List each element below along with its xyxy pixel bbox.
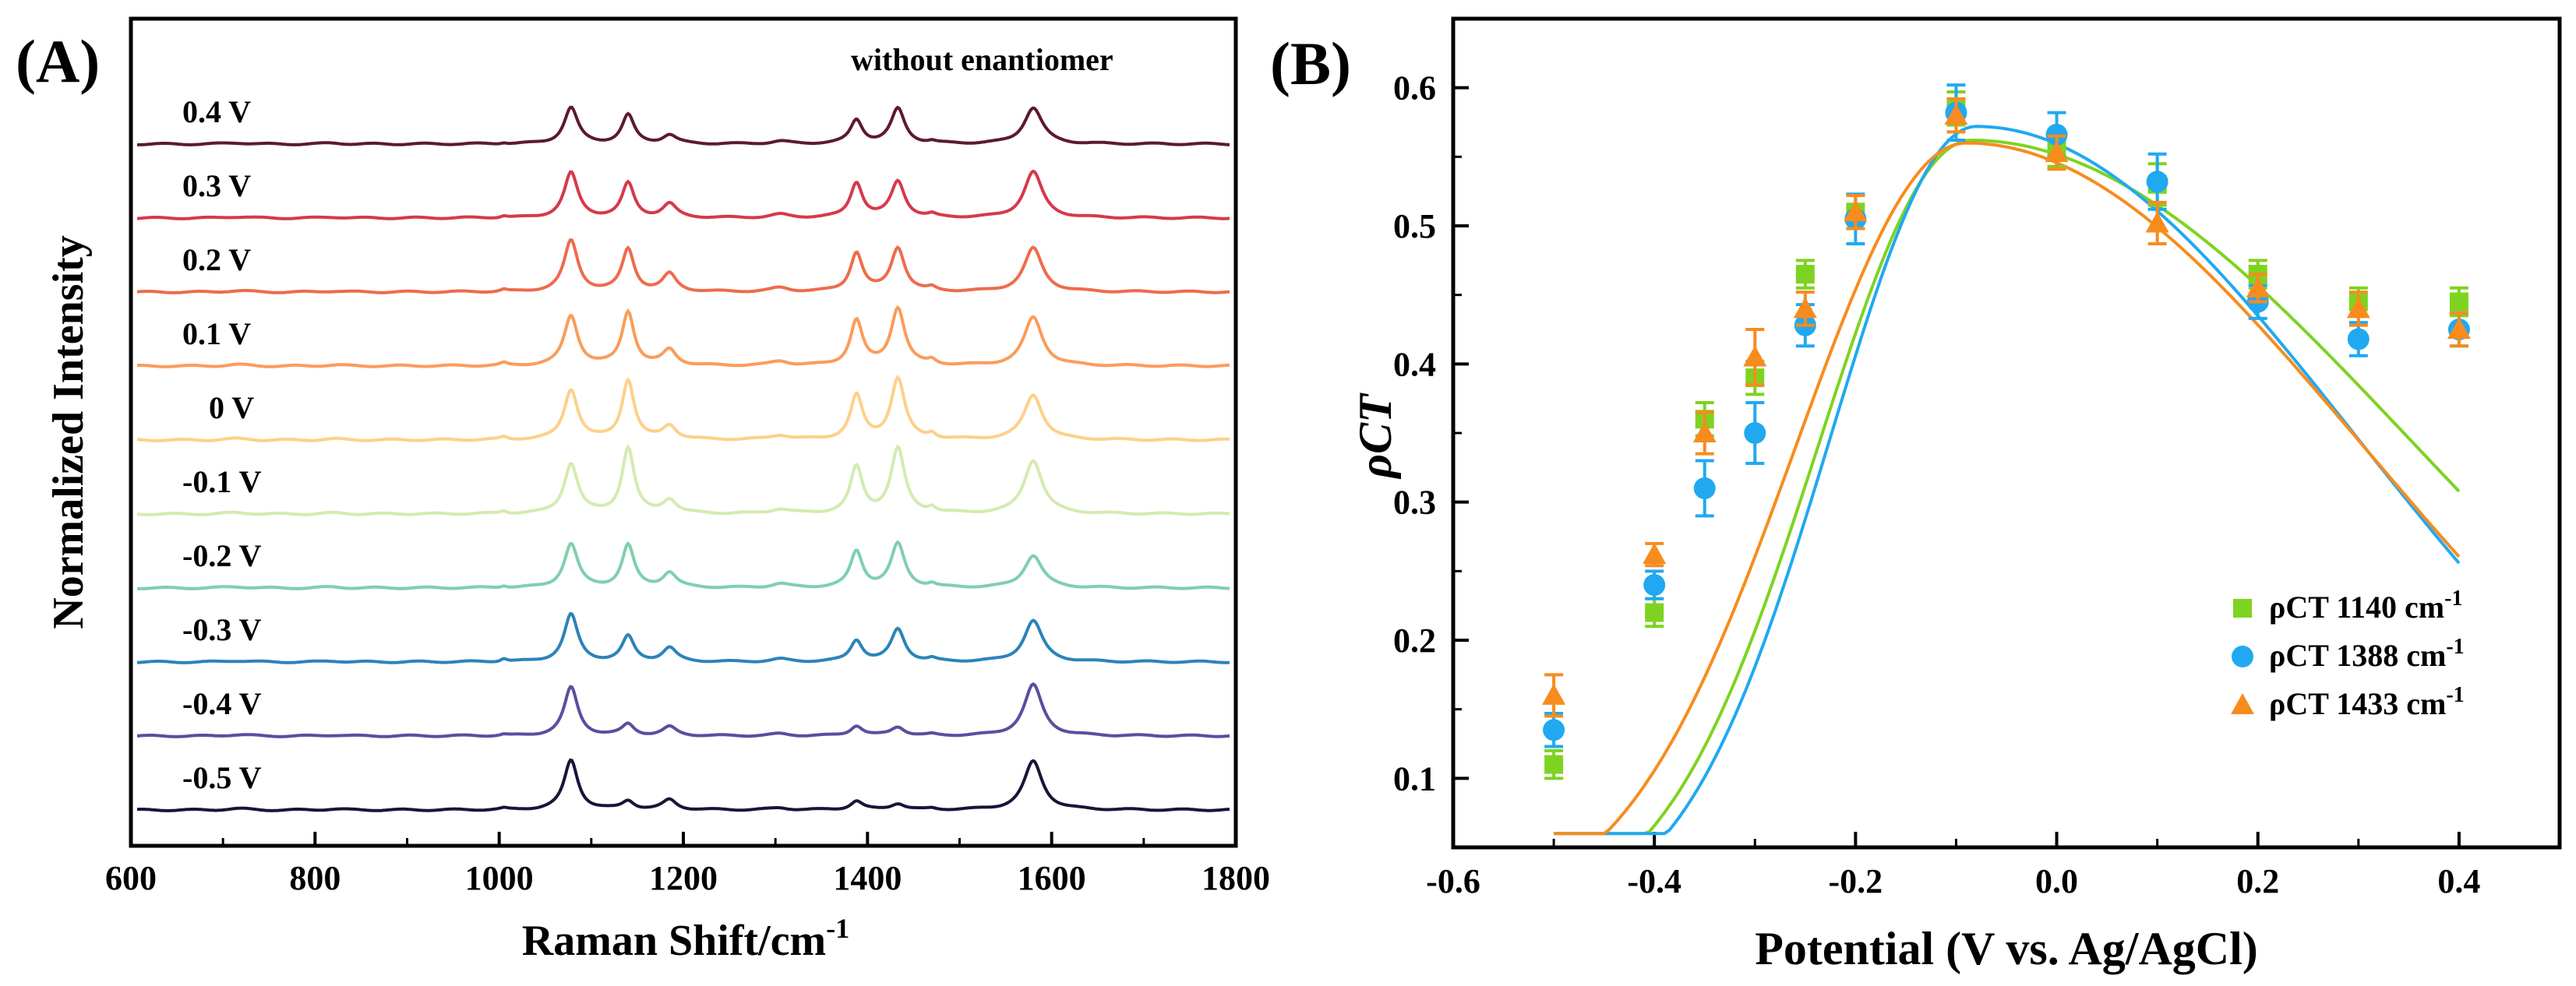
panel-b-x-axis-title: Potential (V vs. Ag/AgCl) <box>1755 923 2258 974</box>
data-point-circle <box>2232 646 2253 667</box>
panel-a-spectra: (A) 0.4 V 0.3 V 0.2 V 0.1 V 0 V -0.1 V -0.2 V -… <box>16 16 1270 965</box>
panel-a-x-ticks: 600 800 1000 1200 1400 1600 1800 <box>105 832 1270 897</box>
panel-a-label: (A) <box>16 27 100 95</box>
panel-b-y-tick-label: 0.3 <box>1393 484 1436 522</box>
panel-b-x-tick-label: -0.6 <box>1426 862 1480 900</box>
data-point-triangle <box>1692 421 1717 442</box>
potential-label: -0.2 V <box>182 538 262 573</box>
panel-b-data-points <box>1542 83 2471 780</box>
potential-label: -0.1 V <box>182 464 262 499</box>
panel-a-x-tick-label: 1600 <box>1018 859 1086 897</box>
spectrum-line <box>136 375 1230 442</box>
fit-curve <box>1554 125 2461 836</box>
panel-a-x-tick-label: 1200 <box>649 859 718 897</box>
panel-b-y-tick-label: 0.1 <box>1393 759 1436 798</box>
data-point-circle <box>2347 328 2370 350</box>
legend-entry: ρCT 1140 cm-1 <box>2269 586 2462 625</box>
potential-label: 0.2 V <box>182 242 251 277</box>
data-point-triangle <box>2346 297 2370 319</box>
fit-curve <box>1554 139 2461 836</box>
legend-entry: ρCT 1433 cm-1 <box>2269 683 2465 721</box>
panel-b-y-tick-label: 0.2 <box>1393 622 1436 660</box>
panel-b-y-tick-label: 0.6 <box>1393 69 1436 107</box>
panel-a-potential-labels: 0.4 V 0.3 V 0.2 V 0.1 V 0 V -0.1 V -0.2 V -0.3 … <box>182 94 262 795</box>
panel-b-y-tick-label: 0.5 <box>1393 207 1436 245</box>
spectrum-line <box>136 540 1230 590</box>
data-point-square <box>2449 292 2468 312</box>
spectrum-line <box>137 105 1230 146</box>
panel-b-x-tick-label: 0.4 <box>2437 862 2480 900</box>
panel-b-x-tick-label: -0.2 <box>1829 862 1883 900</box>
potential-label: 0 V <box>209 390 254 425</box>
data-point-triangle <box>2231 693 2254 714</box>
spectrum-line <box>136 611 1230 664</box>
data-point-triangle <box>1793 297 1817 319</box>
potential-label: -0.3 V <box>182 612 262 647</box>
data-point-square <box>1795 265 1815 284</box>
data-point-circle <box>1543 719 1565 741</box>
panel-b-fit-curves <box>1554 125 2461 836</box>
panel-a-y-axis-title: Normalized Intensity <box>44 235 93 629</box>
spectrum-line <box>136 444 1230 516</box>
data-point-triangle <box>1542 683 1566 705</box>
data-point-circle <box>1643 574 1666 597</box>
data-point-circle <box>1693 477 1716 499</box>
spectrum-line <box>136 682 1230 738</box>
panel-a-annotation: without enantiomer <box>851 42 1113 77</box>
data-point-triangle <box>2045 141 2069 163</box>
panel-a-x-tick-label: 1000 <box>465 859 534 897</box>
potential-label: 0.1 V <box>182 316 251 351</box>
panel-b-x-tick-label: 0.0 <box>2035 862 2078 900</box>
panel-a-x-axis-title: Raman Shift/cm-1 <box>522 913 849 965</box>
panel-b-x-tick-label: -0.4 <box>1627 862 1681 900</box>
potential-label: -0.5 V <box>182 760 262 795</box>
data-point-circle <box>2146 171 2168 193</box>
panel-b-y-tick-label: 0.4 <box>1393 345 1436 383</box>
panel-b-legend: ρCT 1140 cm-1 ρCT 1388 cm-1 ρCT 1433 cm-1 <box>2231 586 2465 721</box>
data-point-square <box>1645 603 1664 622</box>
data-point-triangle <box>2447 318 2471 339</box>
spectrum-line <box>136 238 1230 294</box>
panel-a-x-tick-label: 1400 <box>833 859 902 897</box>
legend-entry: ρCT 1388 cm-1 <box>2269 635 2465 673</box>
data-point-triangle <box>1743 345 1767 367</box>
panel-b-label: (B) <box>1270 30 1351 97</box>
spectrum-line <box>136 169 1230 220</box>
data-point-triangle <box>1844 200 1868 222</box>
panel-b-y-axis-title: ρCT <box>1350 393 1401 480</box>
panel-a-x-tick-label: 600 <box>105 859 157 897</box>
data-point-circle <box>1744 422 1766 444</box>
data-point-triangle <box>2246 276 2270 298</box>
spectrum-line <box>137 758 1230 812</box>
panel-a-x-tick-label: 800 <box>289 859 341 897</box>
potential-label: 0.3 V <box>182 168 251 203</box>
panel-b-rhoct: (B) 0.1 0.2 0.3 0.4 0.5 0.6 -0.6 -0.4 -0.2 0.0 0.… <box>1270 16 2562 974</box>
data-point-triangle <box>2145 211 2169 233</box>
panel-b-x-ticks: -0.6 -0.4 -0.2 0.0 0.2 0.4 <box>1426 832 2480 900</box>
panel-b-x-tick-label: 0.2 <box>2236 862 2279 900</box>
data-point-triangle <box>1944 104 1968 125</box>
data-point-square <box>1544 755 1564 774</box>
panel-a-spectrum-lines <box>136 105 1230 812</box>
panel-b-y-ticks: 0.1 0.2 0.3 0.4 0.5 0.6 <box>1393 69 1469 798</box>
data-point-triangle <box>1643 543 1667 565</box>
fit-curve <box>1554 141 2461 836</box>
potential-label: -0.4 V <box>182 686 262 721</box>
data-point-square <box>2233 599 2252 618</box>
spectrum-line <box>137 305 1230 368</box>
potential-label: 0.4 V <box>182 94 251 129</box>
panel-a-x-tick-label: 1800 <box>1202 859 1270 897</box>
